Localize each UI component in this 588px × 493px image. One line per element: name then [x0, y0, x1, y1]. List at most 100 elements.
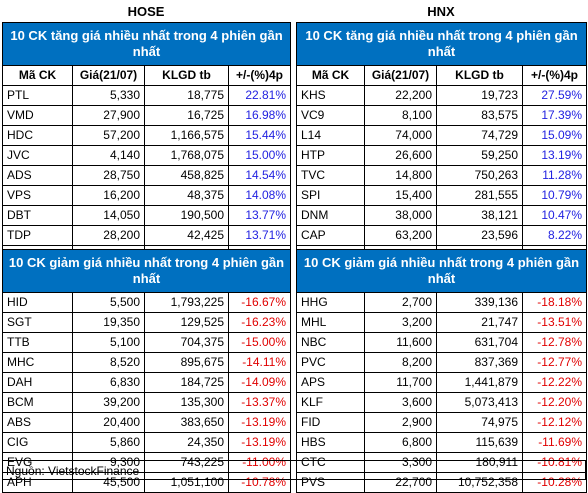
table-row: BCM 39,200 135,300 -13.37%: [2, 392, 291, 413]
table-row: EVG 9,300 743,225 -11.00%: [2, 452, 291, 473]
stock-code: CAP: [296, 225, 365, 246]
avg-volume: 704,375: [144, 332, 229, 353]
change-pct: 13.71%: [227, 225, 292, 246]
change-pct: -15.00%: [228, 332, 291, 353]
table-row: L14 74,000 74,729 15.09%: [296, 125, 588, 146]
price: 11,600: [364, 332, 437, 353]
avg-volume: 184,725: [144, 372, 229, 393]
table-row: DBT 14,050 190,500 13.77%: [2, 205, 292, 226]
table-row: TDP 28,200 42,425 13.71%: [2, 225, 292, 246]
table-row: SGT 19,350 129,525 -16.23%: [2, 312, 291, 333]
price: 38,000: [364, 205, 437, 226]
change-pct: -18.18%: [522, 292, 587, 313]
table-row: ABS 20,400 383,650 -13.19%: [2, 412, 291, 433]
avg-volume: 74,975: [436, 412, 523, 433]
price: 22,700: [364, 472, 437, 493]
price: 26,600: [364, 145, 437, 166]
change-pct: 10.79%: [521, 185, 588, 206]
stock-code: SPI: [296, 185, 365, 206]
hnx-losers-table: 10 CK giảm giá nhiều nhất trong 4 phiên …: [296, 249, 587, 493]
table-row: HTP 26,600 59,250 13.19%: [296, 145, 588, 166]
avg-volume: 1,166,575: [144, 125, 229, 146]
col-header-price: Giá(21/07): [364, 65, 437, 86]
avg-volume: 23,596: [436, 225, 523, 246]
change-pct: -12.77%: [522, 352, 587, 373]
table-row: PTL 5,330 18,775 22.81%: [2, 85, 292, 106]
change-pct: -12.22%: [522, 372, 587, 393]
stock-code: VC9: [296, 105, 365, 126]
table-row: TTB 5,100 704,375 -15.00%: [2, 332, 291, 353]
change-pct: -11.00%: [228, 452, 291, 473]
price: 28,750: [72, 165, 145, 186]
change-pct: 22.81%: [227, 85, 292, 106]
change-pct: 27.59%: [521, 85, 588, 106]
stock-code: JVC: [2, 145, 73, 166]
table-row: VPS 16,200 48,375 14.08%: [2, 185, 292, 206]
stock-code: VMD: [2, 105, 73, 126]
hose-losers-body: 10 CK giảm giá nhiều nhất trong 4 phiên …: [2, 249, 291, 493]
avg-volume: 135,300: [144, 392, 229, 413]
change-pct: -11.69%: [522, 432, 587, 453]
hnx-losers-title: 10 CK giảm giá nhiều nhất trong 4 phiên …: [296, 249, 587, 293]
change-pct: 15.44%: [227, 125, 292, 146]
price: 8,520: [72, 352, 145, 373]
change-pct: 13.77%: [227, 205, 292, 226]
price: 14,050: [72, 205, 145, 226]
table-row: KHS 22,200 19,723 27.59%: [296, 85, 588, 106]
avg-volume: 895,675: [144, 352, 229, 373]
change-pct: 13.19%: [521, 145, 588, 166]
avg-volume: 339,136: [436, 292, 523, 313]
change-pct: -14.11%: [228, 352, 291, 373]
stock-code: KHS: [296, 85, 365, 106]
change-pct: -13.51%: [522, 312, 587, 333]
stock-code: APS: [296, 372, 365, 393]
table-row: SPI 15,400 281,555 10.79%: [296, 185, 588, 206]
stock-code: MHL: [296, 312, 365, 333]
price: 14,800: [364, 165, 437, 186]
table-row: CTC 3,300 180,911 -10.81%: [296, 452, 587, 473]
avg-volume: 24,350: [144, 432, 229, 453]
change-pct: -12.20%: [522, 392, 587, 413]
change-pct: -16.23%: [228, 312, 291, 333]
change-pct: -16.67%: [228, 292, 291, 313]
price: 8,200: [364, 352, 437, 373]
table-row: KLF 3,600 5,073,413 -12.20%: [296, 392, 587, 413]
stock-code: TTB: [2, 332, 73, 353]
table-row: JVC 4,140 1,768,075 15.00%: [2, 145, 292, 166]
price: 15,400: [364, 185, 437, 206]
col-header-code: Mã CK: [2, 65, 73, 86]
price: 5,500: [72, 292, 145, 313]
price: 6,800: [364, 432, 437, 453]
hose-losers-table: 10 CK giảm giá nhiều nhất trong 4 phiên …: [2, 249, 291, 493]
avg-volume: 458,825: [144, 165, 229, 186]
stock-code: L14: [296, 125, 365, 146]
col-header-change: +/-(%)4p: [227, 65, 292, 86]
price: 28,200: [72, 225, 145, 246]
price: 45,500: [72, 472, 145, 493]
change-pct: 14.08%: [227, 185, 292, 206]
avg-volume: 383,650: [144, 412, 229, 433]
price: 39,200: [72, 392, 145, 413]
price: 2,700: [364, 292, 437, 313]
change-pct: -12.78%: [522, 332, 587, 353]
avg-volume: 38,121: [436, 205, 523, 226]
price: 5,100: [72, 332, 145, 353]
exchange-title-hnx: HNX: [427, 4, 455, 19]
avg-volume: 18,775: [144, 85, 229, 106]
hose-losers-title: 10 CK giảm giá nhiều nhất trong 4 phiên …: [2, 249, 291, 293]
price: 5,330: [72, 85, 145, 106]
stock-code: VPS: [2, 185, 73, 206]
avg-volume: 21,747: [436, 312, 523, 333]
avg-volume: 48,375: [144, 185, 229, 206]
stock-code: HDC: [2, 125, 73, 146]
stock-code: KLF: [296, 392, 365, 413]
table-row: VMD 27,900 16,725 16.98%: [2, 105, 292, 126]
avg-volume: 19,723: [436, 85, 523, 106]
change-pct: 15.00%: [227, 145, 292, 166]
stock-code: TVC: [296, 165, 365, 186]
table-row: FID 2,900 74,975 -12.12%: [296, 412, 587, 433]
table-row: HDC 57,200 1,166,575 15.44%: [2, 125, 292, 146]
table-row: DAH 6,830 184,725 -14.09%: [2, 372, 291, 393]
avg-volume: 180,911: [436, 452, 523, 473]
change-pct: -12.12%: [522, 412, 587, 433]
